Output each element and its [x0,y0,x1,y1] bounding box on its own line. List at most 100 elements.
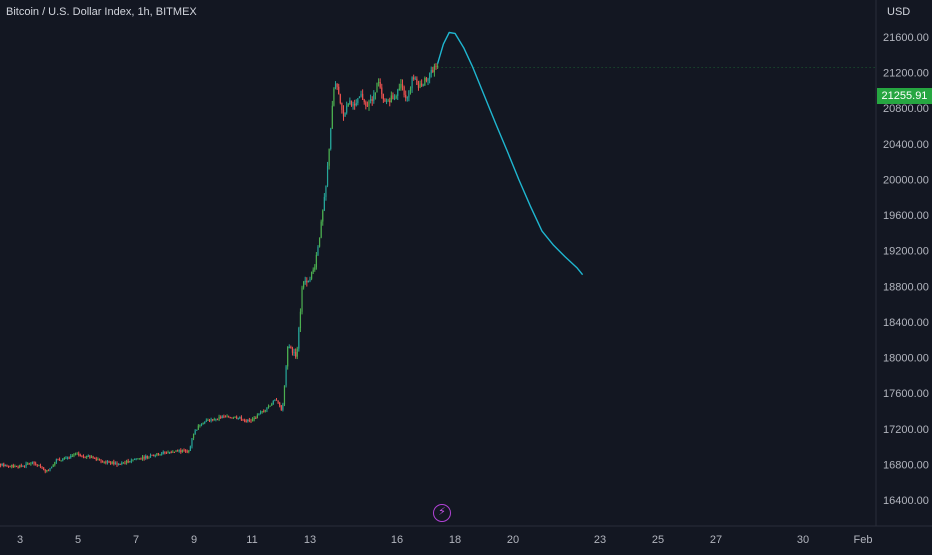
candle-body [79,455,81,457]
candle-body [130,460,132,462]
candle-body [298,328,300,349]
candle-body [133,459,136,461]
candle-body [263,411,265,413]
candle-body [344,112,346,117]
candle-body [31,461,34,464]
time-tick-label: 20 [507,534,519,546]
candle-body [293,352,295,354]
candle-body [362,93,364,100]
candle-body [229,417,231,419]
candle-body [392,95,394,99]
candle-body [149,454,152,458]
candle-body [194,430,196,435]
candle-body [419,83,421,88]
candle-body [97,459,99,461]
price-tick-label: 21600.00 [883,32,929,44]
candle-body [370,99,372,101]
candle-body [202,422,204,424]
symbol-title[interactable]: Bitcoin / U.S. Dollar Index, 1h, BITMEX [6,6,197,18]
candle-body [165,452,168,454]
candle-body [387,100,389,102]
candle-body [413,77,415,80]
candle-body [237,417,239,419]
candle-body [433,65,436,72]
candle-body [0,463,2,466]
candle-body [331,105,333,129]
candle-body [291,348,294,353]
candle-body [377,82,380,84]
candle-body [98,459,101,461]
candle-body [205,420,207,422]
candle-body [208,420,211,422]
candle-body [363,99,365,103]
candle-body [70,455,72,458]
candle-body [275,399,278,401]
candle-body [224,416,227,418]
candle-body [299,311,302,329]
candle-body [231,417,233,419]
candle-body [303,281,305,288]
candle-body [170,452,172,454]
candle-body [357,98,359,103]
candle-body [27,463,29,465]
candle-body [393,98,396,100]
candle-body [390,95,392,103]
candle-body [282,404,284,410]
candle-body [374,92,376,95]
candle-body [271,404,273,406]
candle-body [437,65,439,67]
candle-body [435,65,437,67]
candle-body [151,454,153,456]
candle-body [379,82,381,88]
candle-body [125,460,128,463]
candle-body [215,419,217,421]
candle-body [68,457,70,459]
candle-body [287,346,289,367]
candle-body [82,456,85,458]
candle-body [400,83,402,89]
candle-body [422,85,424,87]
candle-body [55,459,57,462]
candle-body [355,102,357,106]
candle-body [417,84,420,88]
candle-body [239,417,241,419]
candle-body [41,466,43,468]
candle-body [295,352,297,357]
lightning-bolt-icon[interactable]: ⚡ [433,504,451,522]
candle-body [255,418,257,420]
candle-body [199,425,201,427]
candle-body [167,452,169,454]
candle-body [156,453,158,456]
candle-body [119,463,121,465]
candle-body [322,210,324,222]
candle-body [218,416,220,420]
candle-body [212,419,214,421]
candle-body [381,87,383,95]
candle-body [100,460,102,462]
candle-body [162,451,164,454]
candle-body [57,459,59,461]
candle-body [240,417,243,420]
candle-body [43,467,45,471]
candle-body [330,128,332,149]
candle-body [347,104,349,106]
candle-body [23,465,26,467]
time-tick-label: Feb [854,534,873,546]
candle-body [116,462,118,465]
time-scale: 3 5 7 9 11 13 16 18 20 23 25 27 30 Feb [17,534,873,546]
candle-body [358,96,361,99]
candle-body [178,450,180,452]
candle-body [296,348,298,357]
candle-body [242,419,244,421]
candle-body [365,102,367,106]
candle-body [259,412,262,414]
candle-body [277,400,279,403]
time-tick-label: 3 [17,534,23,546]
candle-body [154,455,156,457]
candle-body [102,461,104,463]
candle-body [184,449,187,452]
currency-label[interactable]: USD [887,6,911,18]
candle-body [15,465,18,467]
